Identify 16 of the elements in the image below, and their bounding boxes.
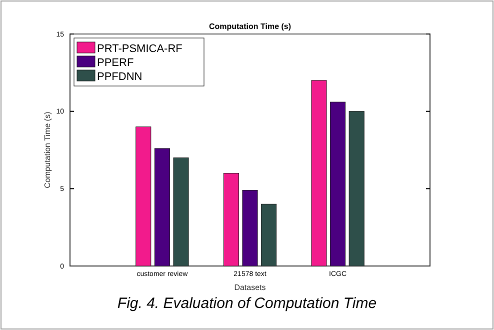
bar (154, 148, 170, 266)
legend-label: PRT-PSMICA-RF (97, 43, 183, 55)
bar (348, 111, 364, 266)
bar (173, 157, 189, 266)
bar (330, 102, 346, 266)
bar (311, 80, 327, 266)
bar (223, 172, 239, 266)
legend-label: PPERF (97, 57, 134, 69)
caption: Fig. 4. Evaluation of Computation Time (117, 295, 377, 312)
bar (136, 126, 152, 266)
bar (242, 190, 258, 266)
y-axis-title: Computation Time (s) (43, 111, 52, 188)
x-axis-title: Datasets (234, 283, 266, 292)
chart-title: Computation Time (s) (208, 22, 292, 31)
bar (261, 204, 277, 266)
legend-label: PPFDNN (97, 71, 142, 83)
